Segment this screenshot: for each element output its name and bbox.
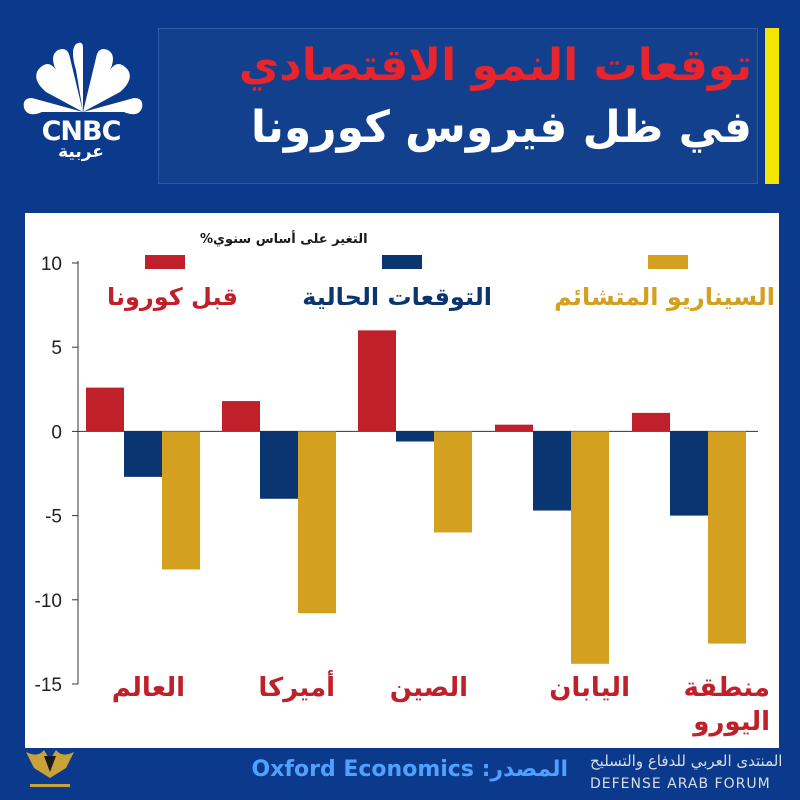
category-label-5-1: منطقة <box>683 673 770 703</box>
y-axis-label: التغير على أساس سنوي% <box>200 230 368 247</box>
bar-2-4 <box>533 431 571 511</box>
legend-label-1: قبل كورونا <box>107 283 238 311</box>
title-line-2: في ظل فيروس كورونا <box>250 102 752 153</box>
bar-2-1 <box>124 431 162 477</box>
y-tick-label: -10 <box>35 591 62 612</box>
category-label-1: العالم <box>112 673 185 703</box>
category-label-4: اليابان <box>549 673 630 703</box>
legend-label-2: التوقعات الحالية <box>302 283 492 311</box>
source-credit: المصدر: Oxford Economics <box>251 757 568 782</box>
bar-3-2 <box>298 431 336 614</box>
legend-swatch-1 <box>145 255 185 269</box>
y-tick-label: 10 <box>41 254 62 275</box>
bar-2-5 <box>670 431 708 516</box>
bar-1-3 <box>358 330 396 432</box>
bar-2-3 <box>396 431 434 442</box>
logo-brand: CNBC <box>41 116 122 147</box>
watermark-english: DEFENSE ARAB FORUM <box>590 776 771 792</box>
bar-3-1 <box>162 431 200 570</box>
legend-label-3: السيناريو المتشائم <box>554 283 775 311</box>
y-tick-label: -15 <box>35 675 62 696</box>
forum-emblem-icon <box>26 750 74 787</box>
watermark-arabic: المنتدى العربي للدفاع والتسليح <box>590 752 783 770</box>
bar-2-2 <box>260 431 298 499</box>
category-label-2: أميركا <box>258 670 335 703</box>
bar-3-3 <box>434 431 472 533</box>
category-label-5-2: اليورو <box>691 707 770 737</box>
y-tick-label: -5 <box>45 507 62 528</box>
title-accent-bar <box>765 28 779 184</box>
bar-1-5 <box>632 412 670 432</box>
title-line-1: توقعات النمو الاقتصادي <box>238 40 752 91</box>
y-tick-label: 5 <box>51 338 62 359</box>
category-label-3: الصين <box>390 673 468 703</box>
legend-swatch-2 <box>382 255 422 269</box>
title-box <box>158 28 758 184</box>
y-tick-label: 0 <box>51 422 62 443</box>
logo-subtitle: عربية <box>58 142 104 162</box>
bar-3-5 <box>708 431 746 644</box>
bar-1-2 <box>222 401 260 432</box>
legend-swatch-3 <box>648 255 688 269</box>
bar-1-4 <box>495 424 533 432</box>
chart-panel <box>25 213 779 748</box>
bar-1-1 <box>86 387 124 432</box>
cnbc-peacock-icon <box>23 42 143 115</box>
bar-3-4 <box>571 431 609 664</box>
